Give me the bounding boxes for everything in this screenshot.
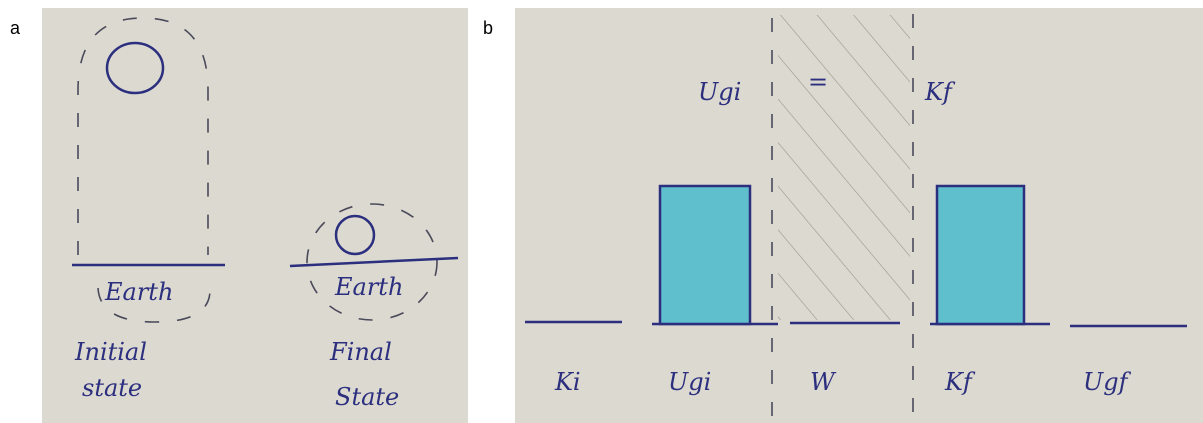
figure: a b Earth Initial state Earth Final Stat… [0, 0, 1203, 423]
panel-label: b [483, 18, 493, 38]
energy-bar [937, 186, 1024, 324]
energy-bar [660, 186, 750, 324]
earth-label: Earth [334, 273, 403, 301]
equation-term: Kf [924, 78, 956, 106]
equation-sign: = [808, 68, 828, 96]
bar-label: Ugi [668, 368, 711, 396]
caption: Final [329, 338, 392, 366]
caption: state [82, 374, 142, 402]
work-hatch [778, 15, 910, 320]
panel-label: a [10, 18, 21, 38]
panel-a: Earth Initial state Earth Final State [42, 8, 468, 423]
page: a b Earth Initial state Earth Final Stat… [0, 0, 1203, 423]
bar-label: Ki [554, 368, 581, 396]
bar-label: Kf [944, 368, 976, 396]
bar-label: W [810, 368, 837, 396]
equation-term: Ugi [698, 78, 741, 106]
bar-label: Ugf [1083, 368, 1132, 396]
caption: Initial [74, 338, 147, 366]
panel-b: Ugi = Kf Ki Ugi W Kf Ugf [515, 8, 1203, 423]
earth-label: Earth [104, 278, 173, 306]
caption: State [335, 383, 399, 411]
